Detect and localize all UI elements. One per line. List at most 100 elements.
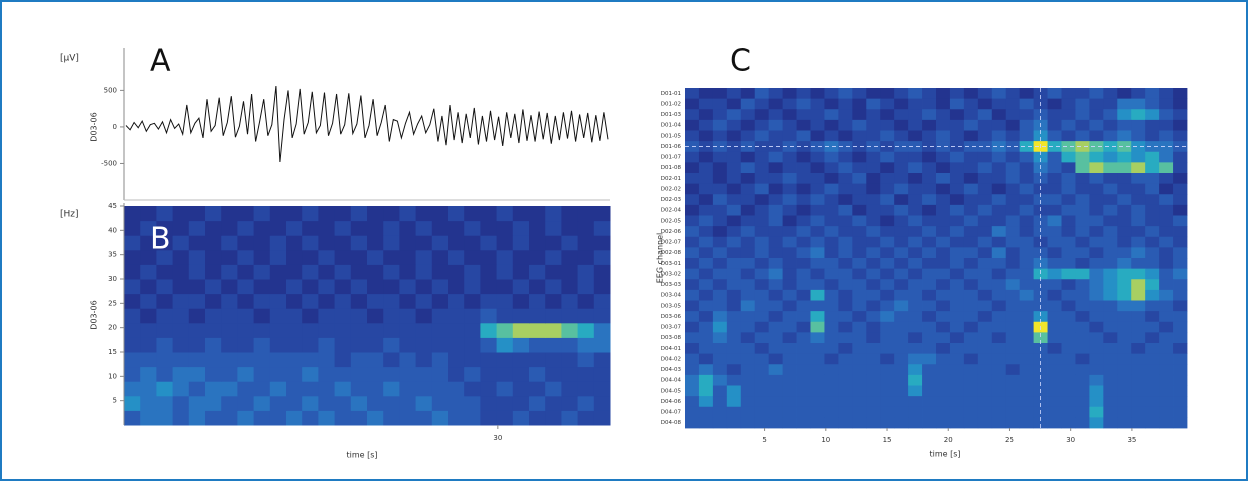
heatmap-cell xyxy=(712,311,728,323)
heatmap-cell xyxy=(768,406,784,418)
spectrogram-cell xyxy=(464,264,481,280)
spectrogram-cell xyxy=(399,249,417,265)
unit-label: [Hz] xyxy=(60,210,79,220)
heatmap-cell xyxy=(977,141,993,153)
spectrogram-cell xyxy=(140,264,157,280)
heatmap-cell xyxy=(866,300,881,312)
heatmap-cell xyxy=(782,300,797,312)
spectrogram-cell xyxy=(350,337,368,353)
heatmap-cell xyxy=(824,109,839,121)
heatmap-cell xyxy=(908,226,923,238)
heatmap-cell xyxy=(1019,247,1035,259)
spectrogram-cell xyxy=(561,308,579,324)
spectrogram-cell xyxy=(529,279,546,295)
heatmap-cell xyxy=(685,353,700,365)
heatmap-cell xyxy=(754,332,770,344)
heatmap-cell xyxy=(726,364,742,376)
heatmap-cell xyxy=(1019,385,1035,397)
heatmap-cell xyxy=(963,130,979,142)
x-tick-label: 10 xyxy=(821,436,830,444)
spectrogram-cell xyxy=(286,235,303,251)
heatmap-cell xyxy=(880,343,895,355)
x-tick-label: 5 xyxy=(762,436,766,444)
heatmap-cell xyxy=(1089,311,1104,323)
spectrogram-cell xyxy=(431,279,449,295)
heatmap-cell xyxy=(698,236,714,248)
heatmap-cell xyxy=(1033,374,1048,386)
heatmap-cell xyxy=(1005,289,1021,301)
heatmap-cell xyxy=(1019,364,1035,376)
heatmap-cell xyxy=(712,151,728,163)
heatmap-cell xyxy=(852,204,867,216)
spectrogram-cell xyxy=(545,322,562,338)
spectrogram-cell xyxy=(415,381,433,397)
heatmap-cell xyxy=(1103,353,1118,365)
heatmap-cell xyxy=(698,385,714,397)
heatmap-cell xyxy=(880,353,895,365)
heatmap-cell xyxy=(908,98,923,110)
heatmap-cell xyxy=(1089,258,1104,270)
heatmap-cell xyxy=(838,417,853,429)
spectrogram-cell xyxy=(367,279,384,295)
heatmap-cell xyxy=(1061,204,1076,216)
heatmap-cell xyxy=(1005,364,1021,376)
spectrogram-cell xyxy=(529,264,546,280)
heatmap-cell xyxy=(894,236,909,248)
heatmap-cell xyxy=(782,215,797,227)
spectrogram-cell xyxy=(269,220,287,236)
heatmap-cell xyxy=(1005,247,1021,259)
heatmap-cell xyxy=(852,311,867,323)
heatmap-cell xyxy=(726,406,742,418)
heatmap-cell xyxy=(1019,183,1035,195)
spectrogram-cell xyxy=(188,366,206,382)
spectrogram-cell xyxy=(593,352,611,368)
spectrogram-cell xyxy=(512,235,530,251)
heatmap-cell xyxy=(1047,204,1062,216)
spectrogram-cell xyxy=(140,381,157,397)
heatmap-cell xyxy=(1159,183,1174,195)
y-tick-label: D03-06 xyxy=(661,314,682,320)
heatmap-cell xyxy=(963,151,979,163)
heatmap-cell xyxy=(824,226,839,238)
spectrogram-cell xyxy=(480,220,498,236)
spectrogram-cell xyxy=(237,410,255,426)
heatmap-cell xyxy=(712,130,728,142)
heatmap-cell xyxy=(1033,353,1048,365)
spectrogram-cell xyxy=(350,322,368,338)
heatmap-cell xyxy=(880,215,895,227)
heatmap-cell xyxy=(1005,374,1021,386)
heatmap-cell xyxy=(1005,311,1021,323)
heatmap-cell xyxy=(908,385,923,397)
heatmap-cell xyxy=(1145,311,1160,323)
heatmap-cell xyxy=(991,226,1007,238)
spectrogram-cell xyxy=(318,410,336,426)
heatmap-cell xyxy=(768,204,784,216)
heatmap-cell xyxy=(796,194,811,206)
heatmap-cell xyxy=(949,215,965,227)
heatmap-cell xyxy=(698,258,714,270)
heatmap-cell xyxy=(866,215,881,227)
spectrogram-cell xyxy=(480,395,498,411)
spectrogram-cell xyxy=(205,308,222,324)
heatmap-cell xyxy=(712,109,728,121)
heatmap-cell xyxy=(1131,353,1146,365)
spectrogram-cell xyxy=(561,293,579,309)
spectrogram-cell xyxy=(269,235,287,251)
heatmap-cell xyxy=(1117,236,1132,248)
spectrogram-cell xyxy=(221,220,238,236)
spectrogram-cell xyxy=(302,308,319,324)
heatmap-cell xyxy=(768,396,784,408)
heatmap-cell xyxy=(754,289,770,301)
heatmap-cell xyxy=(1005,343,1021,355)
heatmap-cell xyxy=(908,300,923,312)
heatmap-cell xyxy=(1005,279,1021,291)
spectrogram-cell xyxy=(464,293,481,309)
heatmap-cell xyxy=(1117,151,1132,163)
heatmap-cell xyxy=(698,364,714,376)
heatmap-cell xyxy=(1117,289,1132,301)
heatmap-cell xyxy=(754,141,770,153)
heatmap-cell xyxy=(1173,226,1188,238)
heatmap-cell xyxy=(852,289,867,301)
heatmap-cell xyxy=(712,279,728,291)
spectrogram-cell xyxy=(431,264,449,280)
